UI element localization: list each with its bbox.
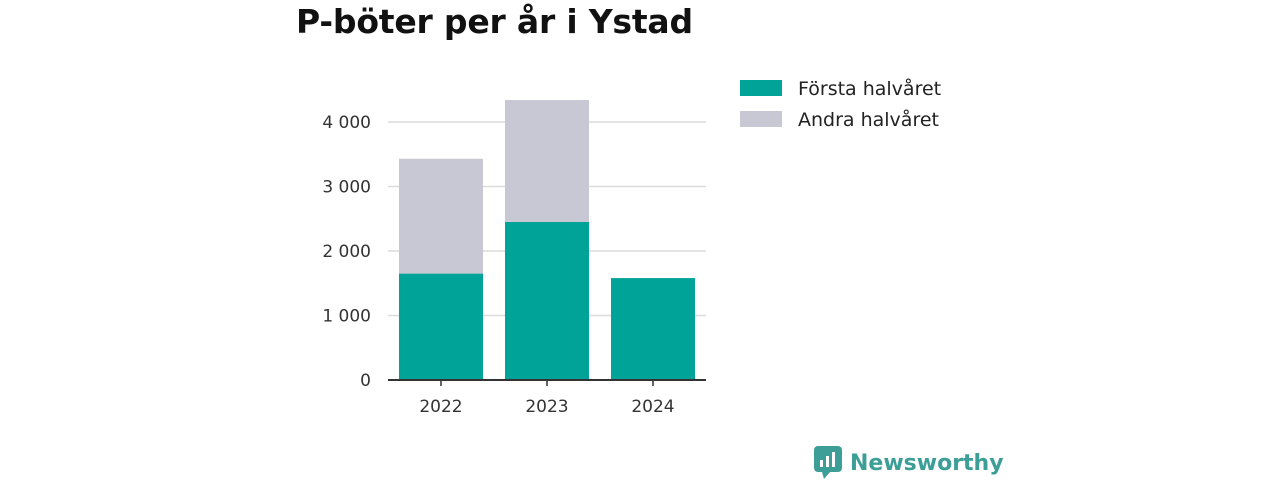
x-tick-label: 2022 xyxy=(419,397,462,417)
bar-segment xyxy=(399,158,483,274)
y-tick-label: 3 000 xyxy=(322,178,371,198)
x-tick-label: 2023 xyxy=(525,397,568,417)
logo-text: Newsworthy xyxy=(850,450,1004,476)
y-tick-label: 2 000 xyxy=(322,242,371,262)
bar-segment xyxy=(611,278,695,380)
y-tick-label: 1 000 xyxy=(322,307,371,327)
legend-swatch xyxy=(740,111,782,127)
legend-swatch xyxy=(740,80,782,96)
y-tick-label: 0 xyxy=(360,371,371,391)
bar-segment xyxy=(505,100,589,222)
legend-label: Andra halvåret xyxy=(798,108,939,131)
newsworthy-logo[interactable]: Newsworthy xyxy=(814,446,1004,480)
bar-segment xyxy=(505,221,589,380)
y-tick-label: 4 000 xyxy=(322,113,371,133)
bar-segment xyxy=(399,273,483,380)
chart-title: P-böter per år i Ystad xyxy=(296,2,693,41)
x-tick-label: 2024 xyxy=(631,397,674,417)
newsworthy-bar-icon xyxy=(814,446,842,479)
legend-label: Första halvåret xyxy=(798,77,941,100)
